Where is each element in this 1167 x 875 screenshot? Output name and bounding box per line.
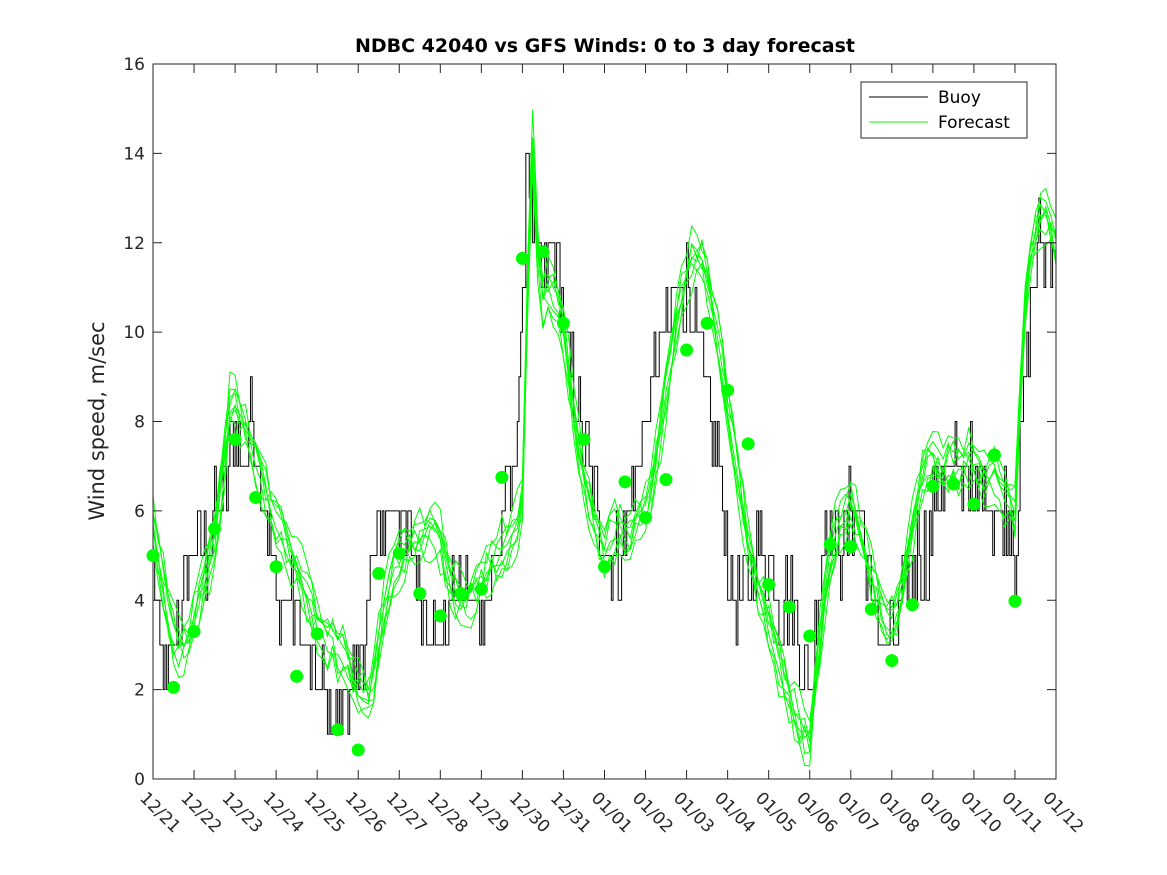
y-tick-label: 2 <box>134 681 145 701</box>
buoy-line <box>153 152 1056 735</box>
forecast-dot <box>967 497 981 511</box>
forecast-dot <box>556 316 570 330</box>
forecast-dot <box>659 473 673 487</box>
forecast-dot <box>310 627 324 641</box>
forecast-dot <box>864 602 878 616</box>
forecast-dot <box>351 743 365 757</box>
forecast-dot <box>844 540 858 554</box>
forecast-dot <box>700 316 714 330</box>
forecast-dots <box>146 245 1022 757</box>
forecast-dot <box>1008 594 1022 608</box>
chart-title: NDBC 42040 vs GFS Winds: 0 to 3 day fore… <box>355 35 855 57</box>
forecast-dot <box>577 432 591 446</box>
legend-box <box>860 81 1028 139</box>
forecast-dot <box>618 475 632 489</box>
forecast-dot <box>187 625 201 639</box>
y-tick-label: 0 <box>134 770 145 790</box>
y-tick-label: 6 <box>134 502 145 522</box>
forecast-dot <box>762 578 776 592</box>
y-tick-label: 16 <box>123 55 145 75</box>
forecast-dot <box>413 587 427 601</box>
forecast-dot <box>392 546 406 560</box>
forecast-dot <box>249 490 263 504</box>
y-tick-label: 10 <box>123 323 145 343</box>
forecast-dot <box>823 537 837 551</box>
forecast-dot <box>290 669 304 683</box>
y-tick-label: 12 <box>123 234 145 254</box>
y-tick-label: 4 <box>134 591 145 611</box>
forecast-dot <box>680 343 694 357</box>
y-tick-label: 14 <box>123 144 145 164</box>
y-tick-label: 8 <box>134 413 145 433</box>
forecast-dot <box>639 511 653 525</box>
forecast-dot <box>987 448 1001 462</box>
forecast-dot <box>372 566 386 580</box>
forecast-dot <box>433 609 447 623</box>
legend-label-forecast: Forecast <box>938 113 1010 133</box>
forecast-dot <box>926 479 940 493</box>
legend-label-buoy: Buoy <box>938 88 981 108</box>
legend: Buoy Forecast <box>860 81 1028 139</box>
forecast-dot <box>905 598 919 612</box>
forecast-dot <box>146 549 160 563</box>
forecast-dot <box>946 477 960 491</box>
forecast-dot <box>167 680 181 694</box>
forecast-dot <box>454 587 468 601</box>
forecast-line <box>153 138 1056 755</box>
y-axis-label: Wind speed, m/sec <box>85 321 109 520</box>
forecast-dot <box>721 383 735 397</box>
forecast-dot <box>208 522 222 536</box>
forecast-dot <box>228 432 242 446</box>
forecast-dot <box>803 629 817 643</box>
forecast-dot <box>474 582 488 596</box>
forecast-dot <box>495 470 509 484</box>
forecast-dot <box>269 560 283 574</box>
forecast-dot <box>536 245 550 259</box>
y-ticks: 0 2 4 6 8 10 12 14 16 <box>123 55 1056 790</box>
forecast-dot <box>331 723 345 737</box>
forecast-dot <box>885 654 899 668</box>
forecast-line <box>153 109 1056 767</box>
forecast-dot <box>782 600 796 614</box>
series-layer <box>153 109 1056 767</box>
forecast-dot <box>741 437 755 451</box>
forecast-dot <box>598 560 611 574</box>
forecast-dot <box>515 251 529 265</box>
